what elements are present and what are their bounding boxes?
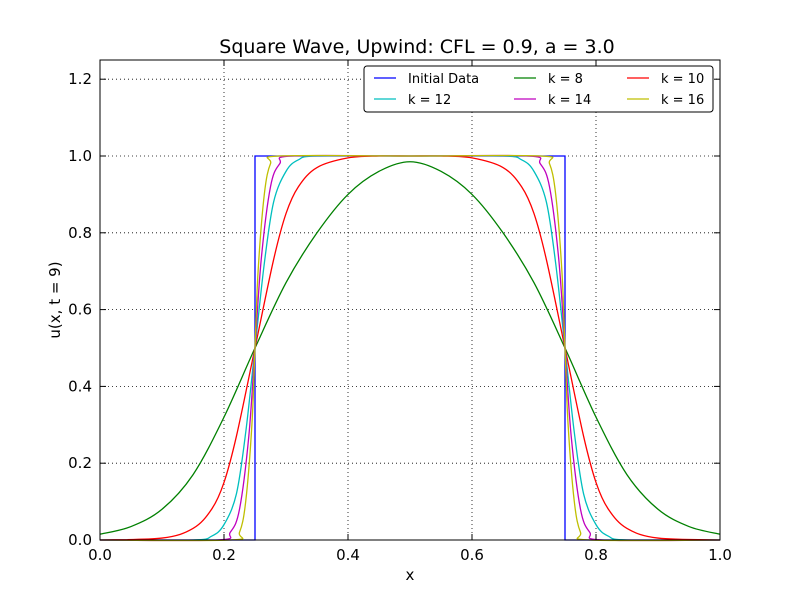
series-line-2 bbox=[99, 161, 721, 535]
legend-label: k = 8 bbox=[548, 72, 583, 87]
chart-title: Square Wave, Upwind: CFL = 0.9, a = 3.0 bbox=[219, 36, 614, 58]
x-tick-label: 0.8 bbox=[584, 546, 608, 564]
legend-label: Initial Data bbox=[408, 72, 479, 87]
axis-ticks: 0.0 0.2 0.4 0.6 0.8 1.0 0.0 0.2 0.4 0.6 0.8 1.0 1.2 bbox=[68, 60, 732, 564]
x-tick-label: 1.0 bbox=[708, 546, 732, 564]
y-axis-label: u(x, t = 9) bbox=[46, 261, 64, 338]
series-layer bbox=[99, 154, 721, 542]
x-tick-label: 0.2 bbox=[212, 546, 236, 564]
legend-label: k = 14 bbox=[548, 93, 591, 108]
y-tick-label: 0.2 bbox=[68, 454, 92, 472]
x-tick-label: 0.6 bbox=[460, 546, 484, 564]
legend: Initial Data k = 8 k = 10 k = 12 k = 14 k = 1… bbox=[363, 65, 714, 113]
x-tick-label: 0.4 bbox=[336, 546, 360, 564]
legend-label: k = 10 bbox=[661, 72, 704, 87]
y-tick-label: 1.0 bbox=[68, 147, 92, 165]
series-line-6 bbox=[99, 154, 721, 542]
y-tick-label: 1.2 bbox=[68, 70, 92, 88]
y-tick-label: 0.6 bbox=[68, 301, 92, 319]
legend-label: k = 16 bbox=[661, 93, 704, 108]
y-tick-label: 0.4 bbox=[68, 377, 92, 395]
plot-frame bbox=[99, 59, 721, 541]
y-tick-label: 0.0 bbox=[68, 531, 92, 549]
x-axis-label: x bbox=[406, 566, 415, 584]
legend-box bbox=[363, 65, 714, 113]
x-tick-label: 0.0 bbox=[88, 546, 112, 564]
y-tick-label: 0.8 bbox=[68, 224, 92, 242]
legend-label: k = 12 bbox=[408, 93, 451, 108]
